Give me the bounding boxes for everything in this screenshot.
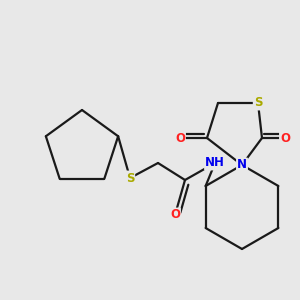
- Text: S: S: [254, 97, 262, 110]
- Text: N: N: [237, 158, 247, 172]
- Text: NH: NH: [205, 157, 225, 169]
- Text: O: O: [280, 131, 290, 145]
- Text: O: O: [170, 208, 180, 221]
- Text: S: S: [126, 172, 134, 184]
- Text: O: O: [175, 131, 185, 145]
